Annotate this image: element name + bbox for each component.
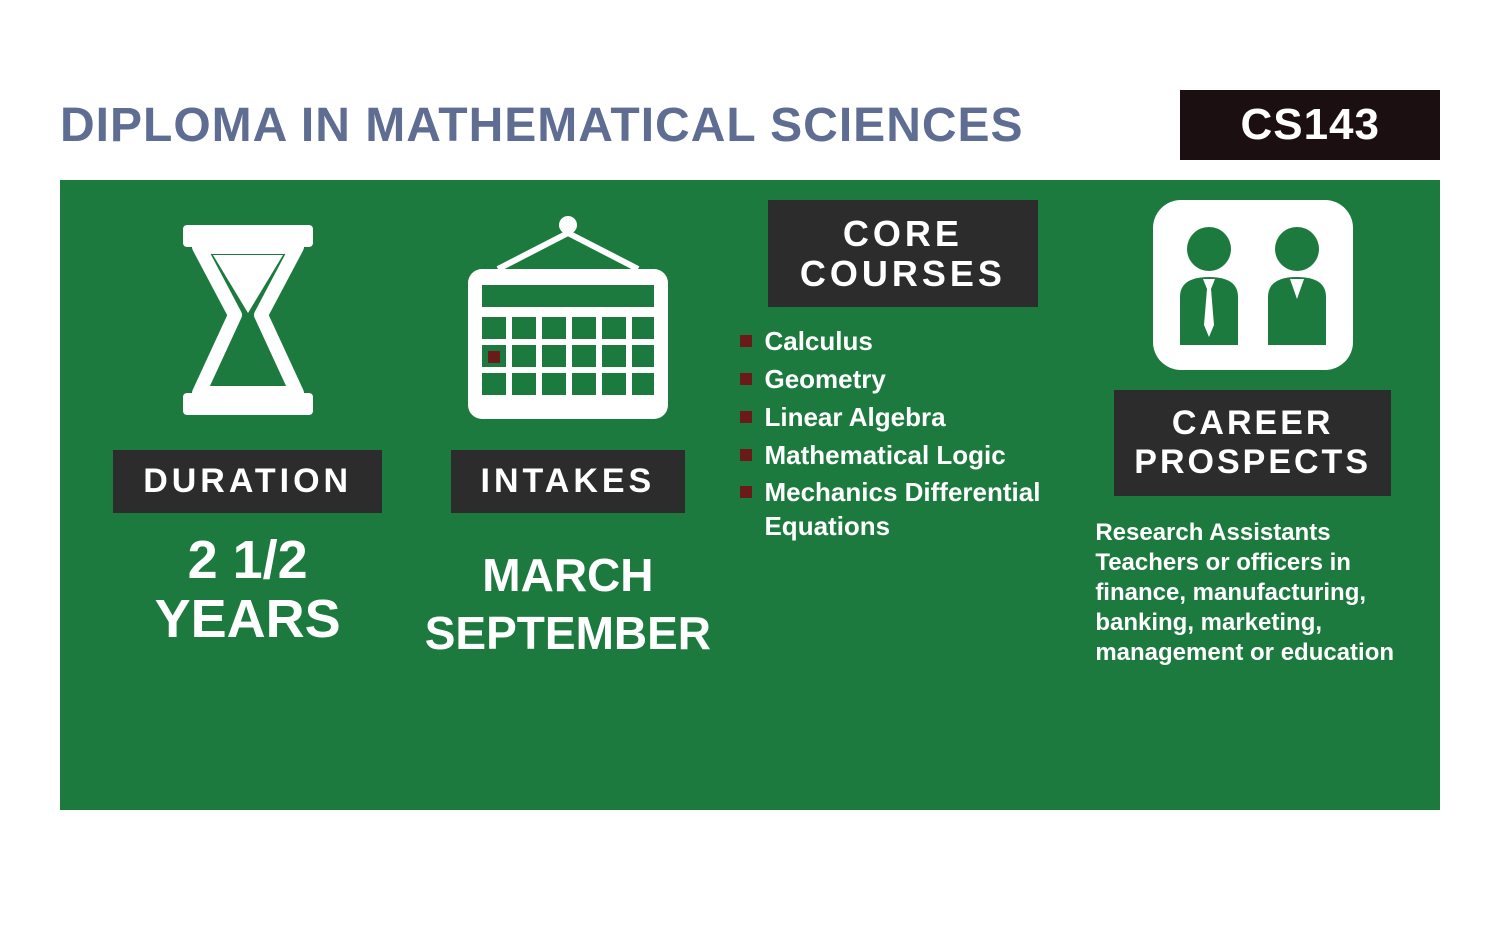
course-code-badge: CS143 bbox=[1180, 90, 1440, 160]
page-title: DIPLOMA IN MATHEMATICAL SCIENCES bbox=[60, 98, 1024, 153]
intakes-value: MARCH SEPTEMBER bbox=[425, 547, 711, 662]
hourglass-icon bbox=[148, 220, 348, 420]
duration-value-line2: YEARS bbox=[155, 590, 341, 649]
bullet-icon bbox=[740, 411, 752, 423]
bullet-icon bbox=[740, 373, 752, 385]
bullet-icon bbox=[740, 449, 752, 461]
list-item-text: Calculus bbox=[764, 325, 872, 359]
career-label-line2: PROSPECTS bbox=[1134, 443, 1371, 482]
list-item: Linear Algebra bbox=[740, 401, 1044, 435]
list-item: Teachers or officers in finance, manufac… bbox=[1095, 548, 1420, 668]
career-label: CAREER PROSPECTS bbox=[1114, 390, 1391, 496]
career-label-line1: CAREER bbox=[1134, 404, 1371, 443]
core-courses-list: Calculus Geometry Linear Algebra Mathema… bbox=[740, 325, 1044, 548]
list-item-text: Mathematical Logic bbox=[764, 439, 1005, 473]
career-column: CAREER PROSPECTS Research Assistants Tea… bbox=[1085, 200, 1420, 790]
duration-value: 2 1/2 YEARS bbox=[155, 531, 341, 650]
list-item-text: Research Assistants bbox=[1095, 519, 1330, 546]
calendar-icon bbox=[438, 220, 698, 420]
header-row: DIPLOMA IN MATHEMATICAL SCIENCES CS143 bbox=[0, 90, 1500, 160]
duration-label: DURATION bbox=[113, 450, 382, 513]
core-courses-label-line1: CORE bbox=[800, 214, 1006, 254]
bullet-icon bbox=[740, 486, 752, 498]
list-item-text: Geometry bbox=[764, 363, 885, 397]
core-courses-column: CORE COURSES Calculus Geometry Linear Al… bbox=[740, 200, 1065, 790]
intakes-column: INTAKES MARCH SEPTEMBER bbox=[415, 200, 720, 790]
intakes-value-line1: MARCH bbox=[425, 547, 711, 605]
info-panel: DURATION 2 1/2 YEARS INTAKES bbox=[60, 180, 1440, 810]
people-icon bbox=[1153, 200, 1353, 370]
list-item-text: Linear Algebra bbox=[764, 401, 945, 435]
bullet-icon bbox=[740, 335, 752, 347]
career-list: Research Assistants Teachers or officers… bbox=[1085, 518, 1420, 668]
intakes-value-line2: SEPTEMBER bbox=[425, 605, 711, 663]
duration-value-line1: 2 1/2 bbox=[155, 531, 341, 590]
list-item: Mechanics Differential Equations bbox=[740, 476, 1044, 544]
core-courses-label: CORE COURSES bbox=[768, 200, 1038, 307]
core-courses-label-line2: COURSES bbox=[800, 254, 1006, 294]
list-item: Calculus bbox=[740, 325, 1044, 359]
list-item-text: Mechanics Differential Equations bbox=[764, 476, 1044, 544]
list-item: Geometry bbox=[740, 363, 1044, 397]
intakes-label: INTAKES bbox=[451, 450, 686, 513]
list-item-text: Teachers or officers in finance, manufac… bbox=[1095, 549, 1394, 666]
list-item: Mathematical Logic bbox=[740, 439, 1044, 473]
list-item: Research Assistants bbox=[1095, 518, 1420, 548]
duration-column: DURATION 2 1/2 YEARS bbox=[100, 200, 395, 790]
